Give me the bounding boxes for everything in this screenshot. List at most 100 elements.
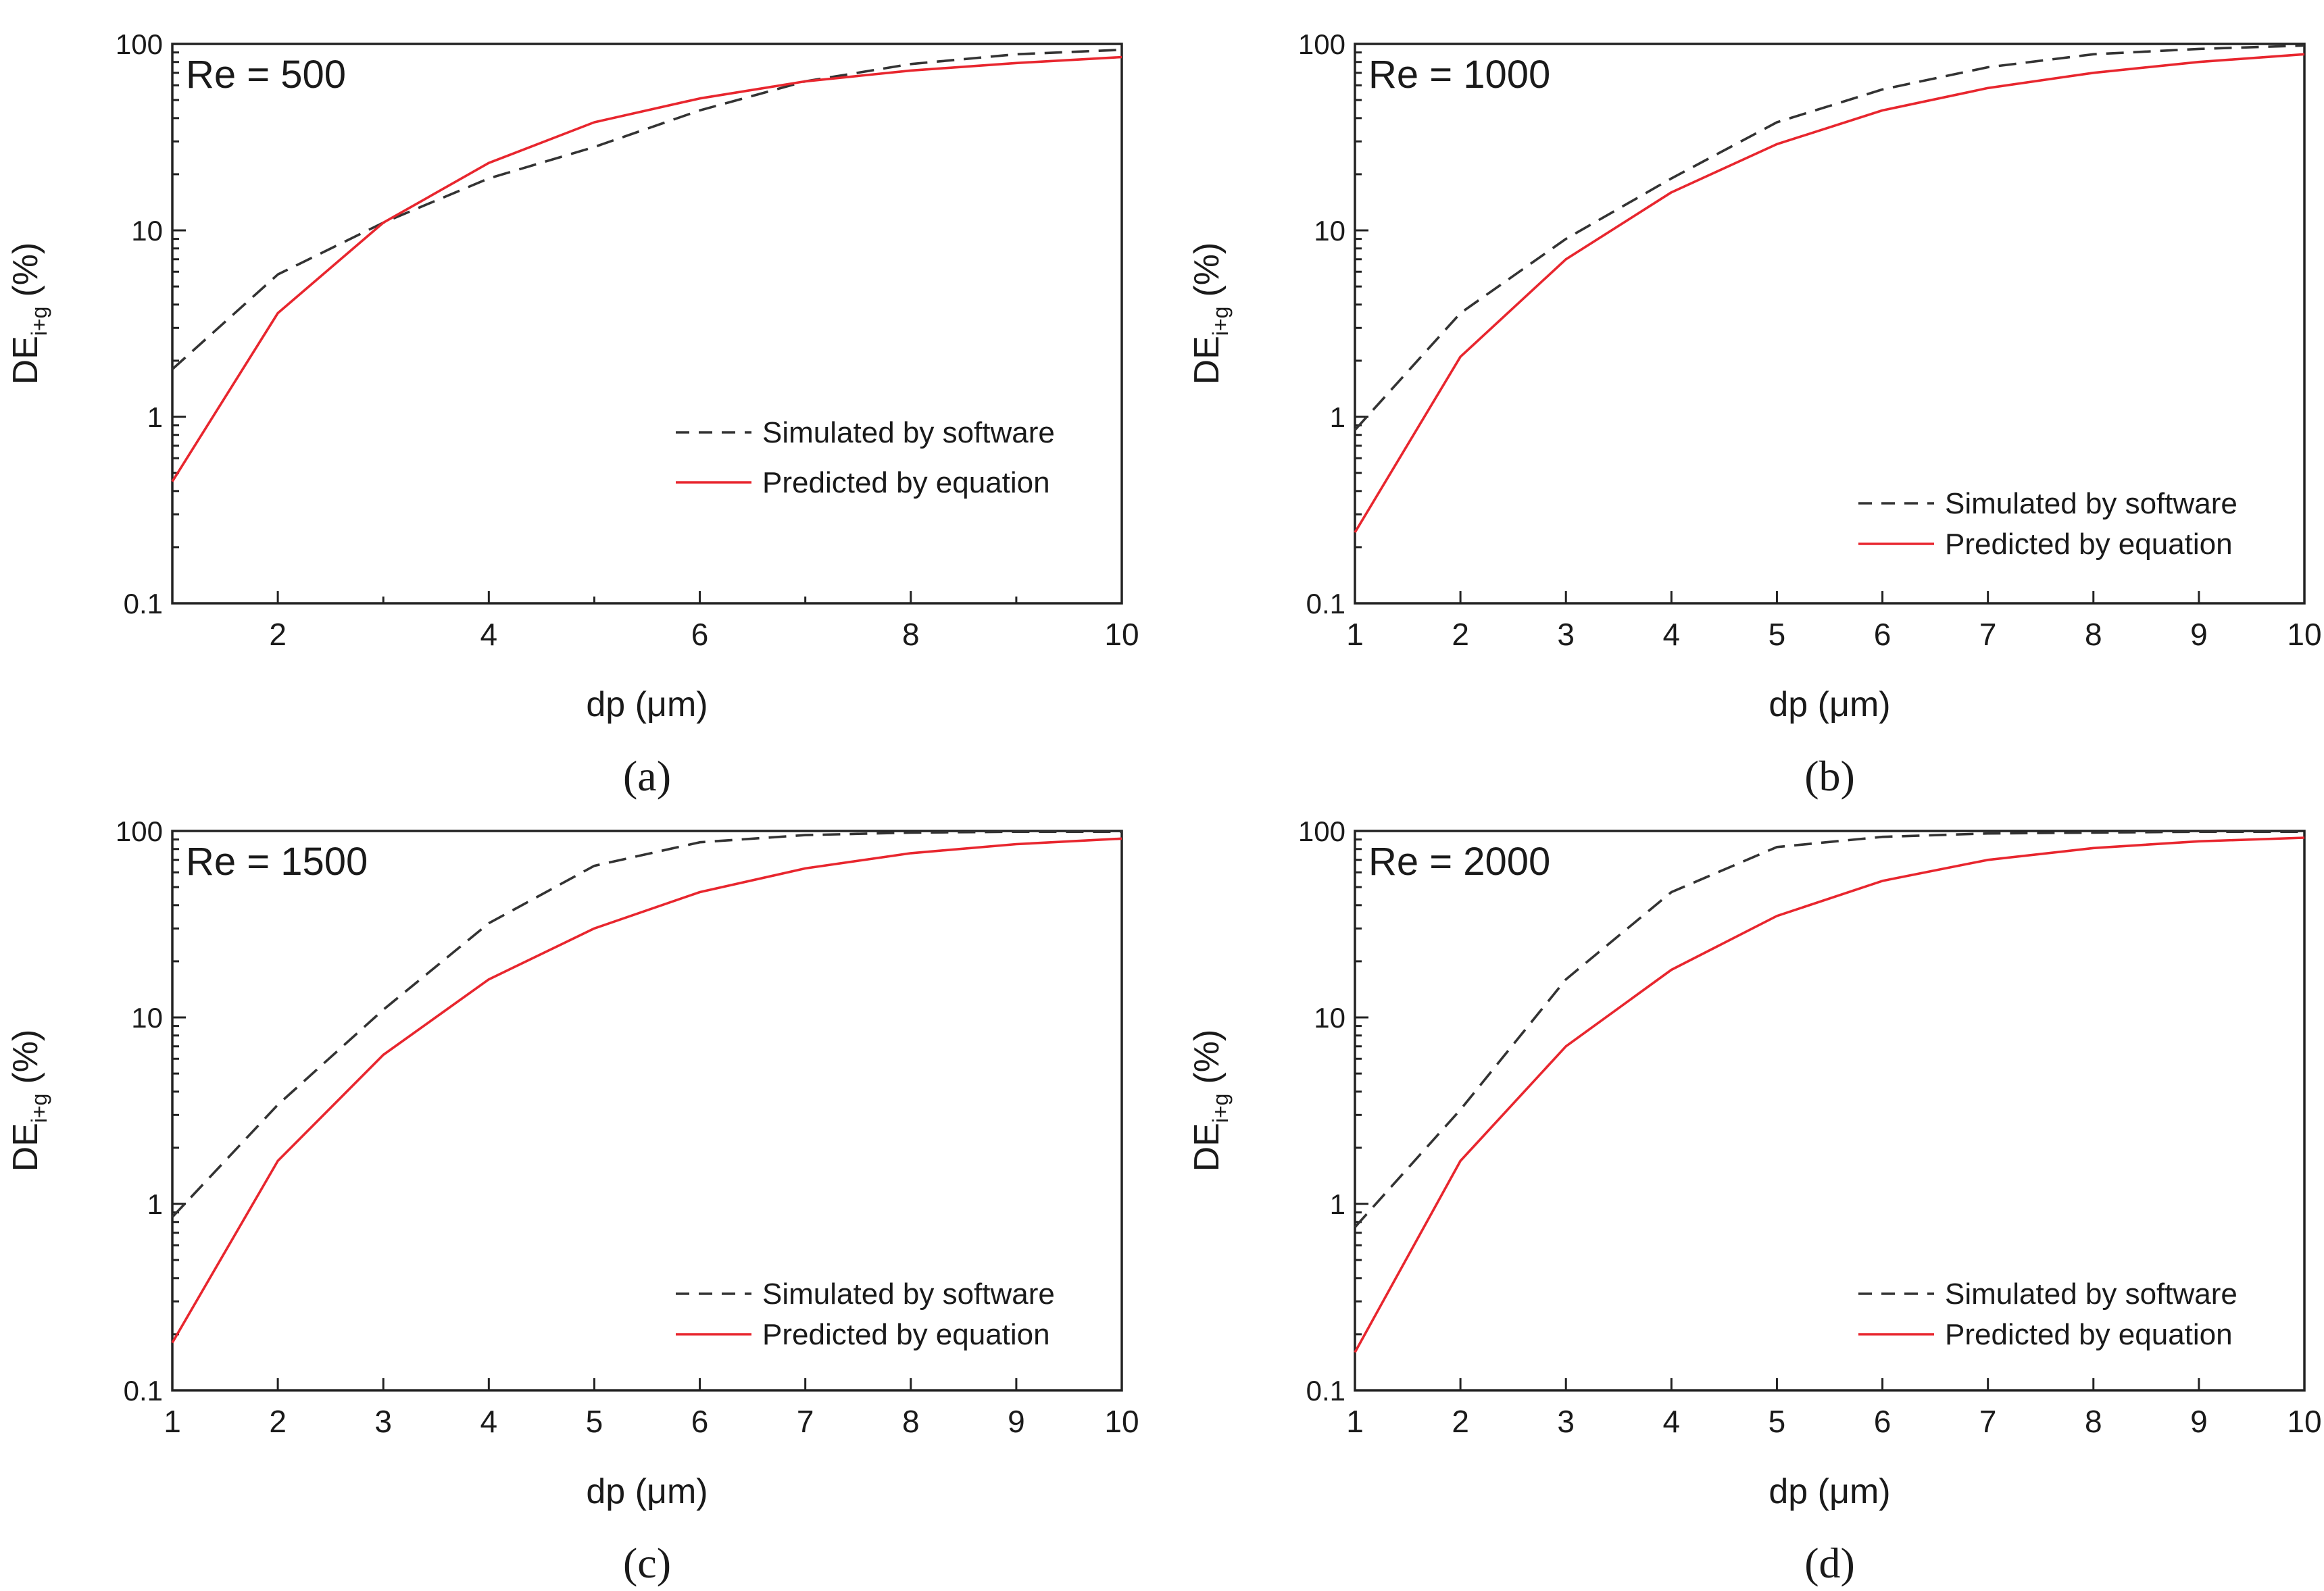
x-tick-label: 8 [2085, 1404, 2102, 1439]
x-tick-label: 10 [1104, 1404, 1139, 1439]
y-tick-label: 10 [1314, 215, 1345, 247]
x-tick-label: 9 [1008, 1404, 1025, 1439]
y-tick-label: 100 [1298, 28, 1345, 60]
y-tick-label: 100 [116, 28, 163, 60]
x-tick-label: 3 [1557, 1404, 1575, 1439]
legend-label: Predicted by equation [1945, 1318, 2233, 1351]
predicted-series-line [171, 55, 1122, 482]
x-tick-label: 4 [480, 1404, 498, 1439]
y-tick-label: 1 [147, 401, 163, 433]
y-axis-label-main: DE [1187, 336, 1227, 384]
panel-label-d: (d) [1804, 1539, 1855, 1587]
y-axis-label: DEi+g (%) [6, 1030, 51, 1172]
legend: Simulated by software Predicted by equati… [1858, 1278, 2238, 1351]
x-tick-label: 6 [691, 617, 709, 652]
x-tick-label: 5 [586, 1404, 603, 1439]
y-axis-label-main: DE [6, 336, 45, 384]
simulated-series-line [1354, 830, 2304, 1228]
y-axis-label: DEi+g (%) [6, 243, 51, 385]
y-axis-label-unit: (%) [6, 1030, 45, 1084]
x-tick-label: 1 [164, 1404, 181, 1439]
x-tick-label: 10 [2287, 617, 2321, 652]
x-tick-label: 7 [797, 1404, 814, 1439]
x-tick-label: 10 [1104, 617, 1139, 652]
y-axis-label-subscript: i+g [27, 307, 51, 336]
x-tick-label: 8 [2085, 617, 2102, 652]
legend-label: Simulated by software [762, 416, 1055, 449]
x-tick-label: 2 [269, 1404, 287, 1439]
predicted-series-line [171, 837, 1122, 1344]
x-axis-label: dp (μm) [586, 1472, 708, 1511]
legend-label: Predicted by equation [1945, 528, 2233, 561]
simulated-series-line [1354, 44, 2305, 431]
x-tick-label: 4 [1663, 1404, 1681, 1439]
x-tick-label: 4 [480, 617, 498, 652]
x-tick-label: 2 [1452, 1404, 1469, 1439]
y-tick-label: 10 [1314, 1002, 1345, 1034]
x-axis-label: dp (μm) [1769, 1472, 1890, 1511]
plot-frame [1354, 43, 2306, 605]
x-tick-label: 2 [1452, 617, 1469, 652]
x-tick-label: 6 [691, 1404, 709, 1439]
panel-label-b: (b) [1804, 752, 1855, 800]
y-axis-label-subscript: i+g [27, 1094, 51, 1123]
plot-frame [1354, 830, 2306, 1392]
y-axis-label-unit: (%) [1187, 1030, 1227, 1084]
simulated-series-line [171, 48, 1122, 370]
plot-frame [171, 43, 1123, 605]
y-tick-label: 1 [1330, 401, 1345, 433]
x-tick-label: 3 [1557, 617, 1575, 652]
y-axis-label: DEi+g (%) [1187, 1030, 1233, 1172]
legend-label: Predicted by equation [762, 466, 1050, 499]
y-tick-label: 100 [116, 815, 163, 847]
y-tick-label: 10 [131, 1002, 163, 1034]
x-tick-label: 4 [1663, 617, 1681, 652]
y-tick-label: 0.1 [1306, 588, 1345, 620]
y-tick-label: 10 [131, 215, 163, 247]
y-axis-label-subscript: i+g [1208, 307, 1233, 336]
y-axis-label-main: DE [6, 1123, 45, 1171]
panel-label-c: (c) [623, 1539, 671, 1587]
y-tick-label: 1 [1330, 1188, 1345, 1220]
y-tick-label: 1 [147, 1188, 163, 1220]
reynolds-annotation: Re = 2000 [1368, 840, 1550, 884]
x-tick-label: 6 [1874, 617, 1892, 652]
legend-label: Predicted by equation [762, 1318, 1050, 1351]
y-axis-label-main: DE [1187, 1123, 1227, 1171]
legend: Simulated by software Predicted by equati… [676, 1278, 1055, 1351]
y-axis-label-unit: (%) [1187, 243, 1227, 297]
y-tick-label: 0.1 [1306, 1375, 1345, 1407]
legend-label: Simulated by software [1945, 1278, 2238, 1311]
x-tick-label: 10 [2287, 1404, 2321, 1439]
legend-label: Simulated by software [762, 1278, 1055, 1311]
x-tick-label: 8 [902, 617, 920, 652]
y-tick-label: 0.1 [124, 588, 163, 620]
x-tick-label: 5 [1769, 617, 1786, 652]
y-axis-label-subscript: i+g [1208, 1094, 1233, 1123]
panel-label-a: (a) [623, 752, 671, 800]
y-tick-label: 100 [1298, 815, 1345, 847]
x-axis-label: dp (μm) [586, 685, 708, 724]
x-tick-label: 9 [2190, 617, 2208, 652]
x-tick-label: 3 [374, 1404, 392, 1439]
reynolds-annotation: Re = 1500 [186, 840, 368, 884]
predicted-series-line [1354, 53, 2305, 534]
legend: Simulated by software Predicted by equati… [1858, 487, 2238, 561]
chart-panel-a: 2 4 6 8 10 0.1 1 10 100 Re = 500 Simulated by soft… [6, 28, 1139, 800]
y-axis-label-unit: (%) [6, 243, 45, 297]
x-tick-label: 8 [902, 1404, 920, 1439]
y-axis-label: DEi+g (%) [1187, 243, 1233, 385]
x-tick-label: 5 [1769, 1404, 1786, 1439]
x-tick-label: 1 [1346, 1404, 1364, 1439]
y-tick-label: 0.1 [124, 1375, 163, 1407]
x-tick-label: 7 [1979, 1404, 1997, 1439]
reynolds-annotation: Re = 500 [186, 53, 346, 97]
x-tick-label: 9 [2190, 1404, 2208, 1439]
legend-label: Simulated by software [1945, 487, 2238, 520]
x-tick-label: 2 [269, 617, 287, 652]
reynolds-annotation: Re = 1000 [1368, 53, 1550, 97]
x-tick-label: 1 [1346, 617, 1364, 652]
